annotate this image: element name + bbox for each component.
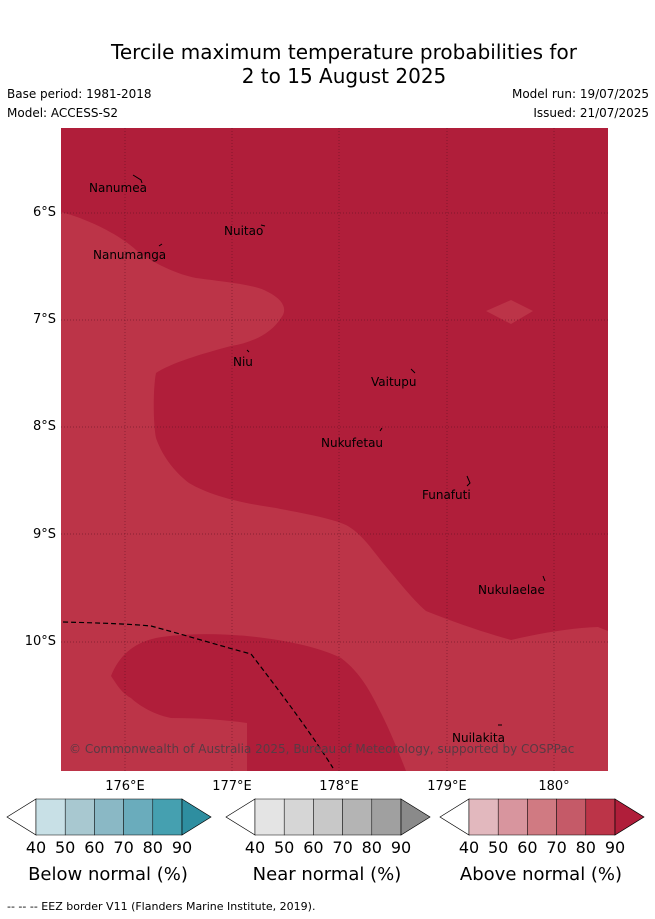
colorbar-tick-label: 60	[84, 838, 105, 857]
island-vaitupu	[410, 368, 416, 374]
model-run: Model run: 19/07/2025	[511, 87, 649, 101]
colorbar-segment	[64, 798, 95, 836]
colorbar-segment	[94, 798, 124, 836]
colorbar-tick-label: 40	[25, 838, 47, 857]
colorbar-label-near-normal: Near normal (%)	[252, 864, 402, 885]
colorbar-low-extension	[6, 798, 37, 836]
colorbar-segment	[556, 798, 587, 836]
lon-label-178e: 178°E	[319, 779, 359, 794]
island-nanumanga	[158, 243, 163, 247]
place-niu: Niu	[233, 355, 253, 369]
island-funafuti	[466, 475, 471, 487]
colorbar-tick-label: 60	[517, 838, 538, 857]
colorbar-high-extension	[614, 798, 645, 836]
colorbar-segment	[313, 798, 343, 836]
colorbar-segment	[283, 798, 314, 836]
issued-date: Issued: 21/07/2025	[533, 106, 649, 120]
colorbar-segment	[497, 798, 528, 836]
map-canvas	[61, 128, 608, 771]
colorbar-tick-label: 90	[171, 838, 193, 857]
place-nukufetau: Nukufetau	[321, 436, 384, 450]
island-niu	[246, 349, 250, 353]
title-line-2: 2 to 15 August 2025	[241, 64, 447, 88]
southwest-dark-region	[111, 634, 406, 771]
grid-lines	[61, 128, 608, 771]
lat-label-7s: 7°S	[32, 312, 56, 327]
colorbar-tick-label: 80	[575, 838, 596, 857]
colorbar-segment	[254, 798, 285, 836]
colorbar-tick-label: 40	[458, 838, 480, 857]
lon-label-180: 180°	[538, 779, 570, 794]
lon-label-179e: 179°E	[427, 779, 467, 794]
place-nuilakita: Nuilakita	[452, 731, 505, 745]
colorbar-tick-label: 90	[390, 838, 412, 857]
colorbar-low-extension	[225, 798, 256, 836]
colorbar-segment	[123, 798, 154, 836]
colorbar-above-normal	[439, 798, 645, 836]
island-nuitao	[260, 224, 266, 227]
title-line-1: Tercile maximum temperature probabilitie…	[111, 40, 577, 64]
place-nuitao: Nuitao	[224, 224, 264, 238]
place-funafuti: Funafuti	[422, 488, 471, 502]
map-title: Tercile maximum temperature probabilitie…	[0, 40, 655, 88]
colorbar-tick-label: 80	[361, 838, 382, 857]
colorbar-segment	[342, 798, 373, 836]
eez-border-note: -- -- -- EEZ border V11 (Flanders Marine…	[7, 900, 316, 913]
colorbar-tick-label: 70	[332, 838, 353, 857]
place-nukulaelae: Nukulaelae	[478, 583, 545, 597]
colorbar-high-extension	[400, 798, 431, 836]
lat-label-6s: 6°S	[32, 205, 56, 220]
colorbar-tick-label: 40	[244, 838, 266, 857]
colorbar-tick-label: 60	[303, 838, 324, 857]
island-marks	[132, 174, 546, 726]
small-medium-patch	[486, 300, 533, 324]
colorbar-tick-label: 50	[55, 838, 76, 857]
colorbar-tick-label: 50	[274, 838, 295, 857]
colorbar-high-extension	[181, 798, 212, 836]
colorbar-segment	[585, 798, 616, 836]
lon-label-176e: 176°E	[105, 779, 145, 794]
colorbar-below-normal	[6, 798, 212, 836]
lat-label-9s: 9°S	[32, 527, 56, 542]
colorbar-label-above-normal: Above normal (%)	[459, 864, 623, 885]
place-nanumanga: Nanumanga	[93, 248, 167, 262]
model-name: Model: ACCESS-S2	[7, 106, 119, 120]
lat-label-10s: 10°S	[24, 634, 56, 649]
colorbar-near-normal	[225, 798, 431, 836]
colorbar-low-extension	[439, 798, 470, 836]
colorbar-tick-label: 70	[113, 838, 134, 857]
island-nukufetau	[379, 427, 383, 432]
medium-probability-region	[61, 212, 608, 771]
base-period: Base period: 1981-2018	[7, 87, 152, 101]
colorbar-label-below-normal: Below normal (%)	[28, 864, 188, 885]
colorbar-segment	[371, 798, 402, 836]
copyright-notice: © Commonwealth of Australia 2025, Bureau…	[69, 742, 575, 756]
place-nanumea: Nanumea	[89, 181, 147, 195]
probability-map: Nanumea Nuitao Nanumanga Niu Vaitupu Nuk…	[61, 128, 608, 771]
lat-label-8s: 8°S	[32, 419, 56, 434]
colorbar-tick-label: 70	[546, 838, 567, 857]
colorbar-tick-label: 80	[142, 838, 163, 857]
colorbar-segment	[468, 798, 499, 836]
island-nanumea	[132, 174, 143, 184]
colorbar-tick-label: 50	[488, 838, 509, 857]
colorbar-segment	[152, 798, 183, 836]
island-nukulaelae	[542, 575, 546, 582]
colorbar-tick-label: 90	[604, 838, 626, 857]
colorbar-segment	[527, 798, 557, 836]
lon-label-177e: 177°E	[212, 779, 252, 794]
place-vaitupu: Vaitupu	[371, 375, 417, 389]
colorbar-segment	[35, 798, 66, 836]
